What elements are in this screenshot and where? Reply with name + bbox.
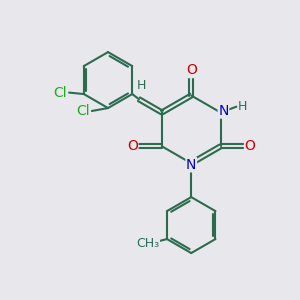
Text: H: H: [137, 80, 147, 92]
Text: CH₃: CH₃: [136, 237, 159, 250]
Text: O: O: [244, 139, 255, 153]
Text: N: N: [186, 158, 196, 172]
Text: Cl: Cl: [53, 85, 67, 100]
Text: O: O: [127, 139, 138, 153]
Text: O: O: [186, 64, 197, 77]
Text: N: N: [218, 104, 229, 118]
Text: Cl: Cl: [76, 104, 90, 118]
Text: H: H: [238, 100, 247, 113]
